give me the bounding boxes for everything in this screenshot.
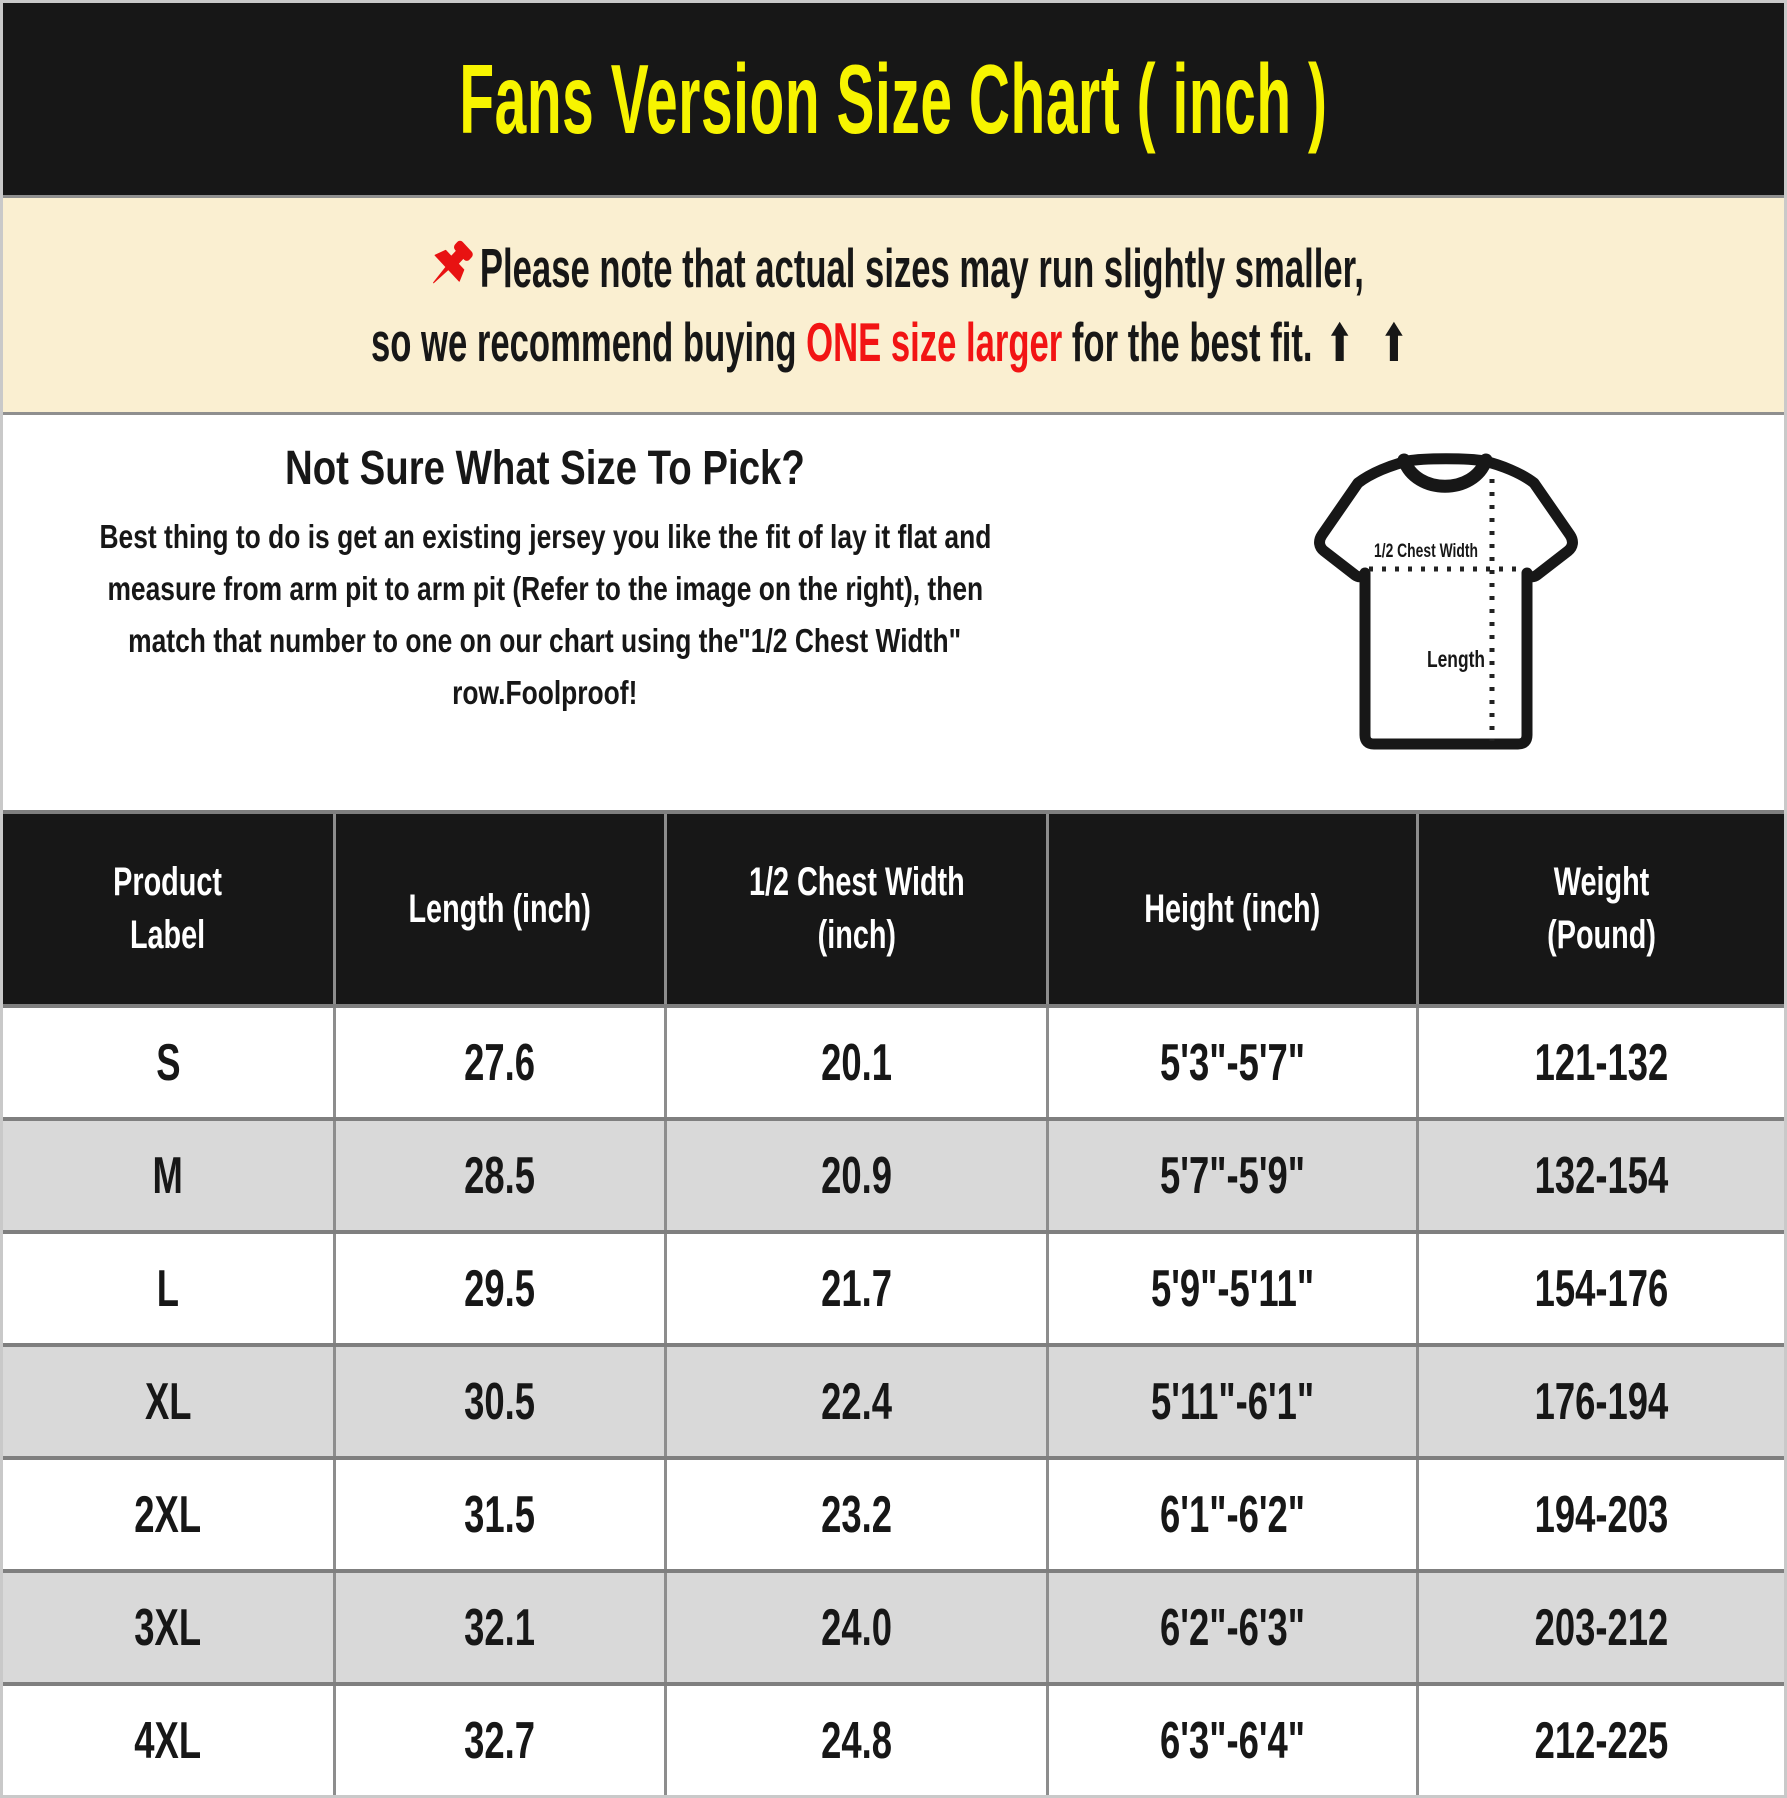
cell-chest-width: 20.1 [664, 1008, 1046, 1117]
notice-line-2: so we recommend buying ONE size larger f… [3, 305, 1784, 381]
cell-height: 5'3"-5'7" [1046, 1008, 1416, 1117]
header-cell-length: Length (inch) [333, 814, 664, 1004]
table-row-m: M 28.5 20.9 5'7"-5'9" 132-154 [3, 1117, 1784, 1230]
notice-line-1: Please note that actual sizes may run sl… [3, 231, 1784, 305]
cell-chest-width: 20.9 [664, 1121, 1046, 1230]
cell-height: 6'2"-6'3" [1046, 1573, 1416, 1682]
cell-length: 31.5 [333, 1460, 664, 1569]
cell-length: 28.5 [333, 1121, 664, 1230]
cell-size-label: L [156, 1259, 180, 1318]
cell-height: 5'7"-5'9" [1046, 1121, 1416, 1230]
notice-text-3: for the best fit. [1062, 311, 1322, 373]
table-row-3xl: 3XL 32.1 24.0 6'2"-6'3" 203-212 [3, 1569, 1784, 1682]
cell-weight: 176-194 [1416, 1347, 1784, 1456]
table-row-2xl: 2XL 31.5 23.2 6'1"-6'2" 194-203 [3, 1456, 1784, 1569]
cell-chest-width: 24.0 [664, 1573, 1046, 1682]
cell-weight: 121-132 [1416, 1008, 1784, 1117]
guide-line-2: measure from arm pit to arm pit (Refer t… [107, 570, 983, 607]
cell-size-label: S [155, 1033, 181, 1092]
chest-width-label: 1/2 Chest Width [1374, 541, 1478, 562]
guide-line-3: match that number to one on our chart us… [128, 622, 962, 659]
pushpin-icon [433, 240, 473, 284]
tshirt-measurement-diagram: 1/2 Chest Width Length [1314, 453, 1578, 750]
cell-chest-width: 21.7 [664, 1234, 1046, 1343]
table-row-l: L 29.5 21.7 5'9"-5'11" 154-176 [3, 1230, 1784, 1343]
table-row-4xl: 4XL 32.7 24.8 6'3"-6'4" 212-225 [3, 1682, 1784, 1795]
size-guide-section: Not Sure What Size To Pick? Best thing t… [3, 412, 1784, 810]
table-row-s: S 27.6 20.1 5'3"-5'7" 121-132 [3, 1004, 1784, 1117]
table-row-xl: XL 30.5 22.4 5'11"-6'1" 176-194 [3, 1343, 1784, 1456]
size-table: Product Label Length (inch) 1/2 Chest Wid… [3, 810, 1784, 1795]
notice-highlight: ONE size larger [805, 311, 1063, 373]
cell-length: 27.6 [333, 1008, 664, 1117]
cell-height: 5'11"-6'1" [1046, 1347, 1416, 1456]
cell-length: 32.1 [333, 1573, 664, 1682]
cell-height: 6'1"-6'2" [1046, 1460, 1416, 1569]
header-cell-product-label: Product Label [113, 860, 223, 957]
notice-banner: Please note that actual sizes may run sl… [3, 195, 1784, 412]
cell-size-label: 2XL [134, 1485, 202, 1544]
cell-size-label: 4XL [134, 1711, 202, 1770]
guide-heading: Not Sure What Size To Pick? [285, 441, 805, 495]
cell-length: 32.7 [333, 1686, 664, 1795]
header-cell-weight: Weight (Pound) [1416, 814, 1784, 1004]
guide-line-1: Best thing to do is get an existing jers… [99, 518, 991, 555]
notice-text-2: so we recommend buying [370, 311, 806, 373]
cell-length: 29.5 [333, 1234, 664, 1343]
tshirt-collar [1397, 453, 1493, 493]
page-title: Fans Version Size Chart ( inch ) [459, 43, 1328, 154]
guide-line-4: row.Foolproof! [452, 674, 638, 711]
up-arrows-icon: ⬆ ⬆ [1325, 315, 1417, 373]
cell-chest-width: 23.2 [664, 1460, 1046, 1569]
table-header-row: Product Label Length (inch) 1/2 Chest Wid… [3, 814, 1784, 1004]
cell-length: 30.5 [333, 1347, 664, 1456]
cell-chest-width: 22.4 [664, 1347, 1046, 1456]
header-cell-chest-width: 1/2 Chest Width (inch) [664, 814, 1046, 1004]
cell-chest-width: 24.8 [664, 1686, 1046, 1795]
length-label: Length [1427, 646, 1485, 672]
cell-weight: 132-154 [1416, 1121, 1784, 1230]
cell-weight: 154-176 [1416, 1234, 1784, 1343]
cell-size-label: M [152, 1146, 184, 1205]
cell-height: 6'3"-6'4" [1046, 1686, 1416, 1795]
size-guide-text: Not Sure What Size To Pick? Best thing t… [9, 415, 1081, 719]
cell-size-label: XL [144, 1372, 192, 1431]
cell-weight: 194-203 [1416, 1460, 1784, 1569]
cell-weight: 212-225 [1416, 1686, 1784, 1795]
title-bar: Fans Version Size Chart ( inch ) [3, 3, 1784, 195]
tshirt-outline [1314, 453, 1578, 750]
notice-text-1: Please note that actual sizes may run sl… [479, 237, 1364, 299]
header-cell-height: Height (inch) [1046, 814, 1416, 1004]
cell-weight: 203-212 [1416, 1573, 1784, 1682]
cell-height: 5'9"-5'11" [1046, 1234, 1416, 1343]
cell-size-label: 3XL [134, 1598, 202, 1657]
